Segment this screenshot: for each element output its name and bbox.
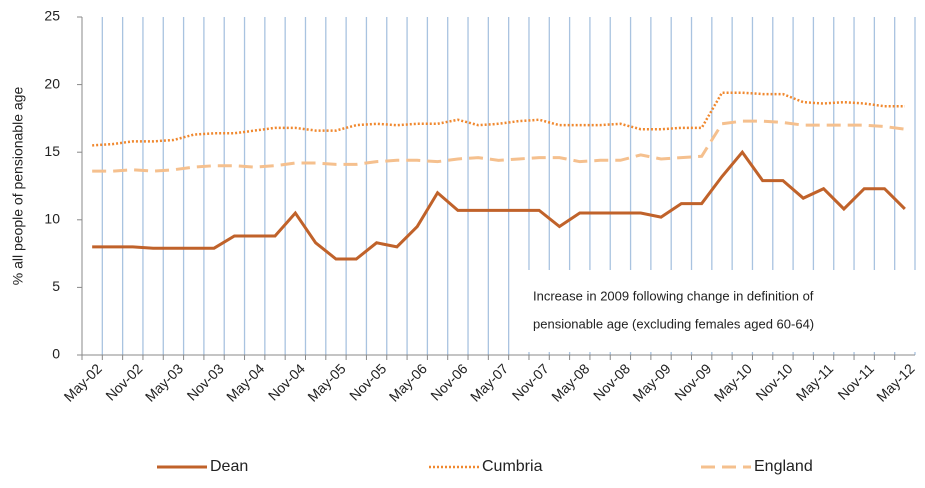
legend-label: England [754, 458, 813, 475]
x-tick-label: May-02 [61, 360, 105, 404]
y-tick-label: 25 [44, 8, 60, 24]
x-tick-label: Nov-08 [590, 360, 633, 403]
series-line [92, 119, 906, 173]
annotation: pensionable age (excluding females aged … [533, 316, 814, 331]
x-tick-label: Nov-03 [184, 360, 227, 403]
x-tick-label: Nov-06 [427, 360, 470, 403]
x-tick-label: Nov-04 [265, 360, 308, 403]
series-line [92, 91, 905, 147]
y-tick-label: 0 [52, 346, 60, 362]
annotation-box [512, 270, 917, 352]
x-tick-label: May-04 [223, 360, 267, 404]
x-tick-label: Nov-02 [102, 360, 145, 403]
x-tick-label: Nov-11 [834, 360, 877, 403]
y-tick-label: 20 [44, 75, 60, 91]
x-tick-label: May-03 [142, 360, 186, 404]
x-tick-label: Nov-05 [346, 360, 389, 403]
x-tick-label: May-12 [873, 360, 917, 404]
y-tick-label: 5 [52, 278, 60, 294]
y-axis-label: % all people of pensionable age [10, 87, 26, 286]
x-tick-label: May-11 [793, 360, 837, 404]
legend-label: Dean [210, 458, 248, 475]
y-tick-label: 15 [44, 143, 60, 159]
x-tick-label: Nov-09 [671, 360, 714, 403]
x-tick-label: Nov-07 [509, 360, 552, 403]
x-tick-label: May-08 [548, 360, 592, 404]
x-tick-label: May-09 [629, 360, 673, 404]
x-tick-label: May-05 [304, 360, 348, 404]
x-tick-label: May-07 [467, 360, 511, 404]
x-tick-label: May-06 [386, 360, 430, 404]
legend-label: Cumbria [482, 458, 543, 475]
y-tick-label: 10 [44, 211, 60, 227]
x-tick-label: May-10 [711, 360, 755, 404]
series-line [92, 149, 906, 261]
annotation: Increase in 2009 following change in def… [533, 288, 814, 303]
x-tick-label: Nov-10 [752, 360, 795, 403]
